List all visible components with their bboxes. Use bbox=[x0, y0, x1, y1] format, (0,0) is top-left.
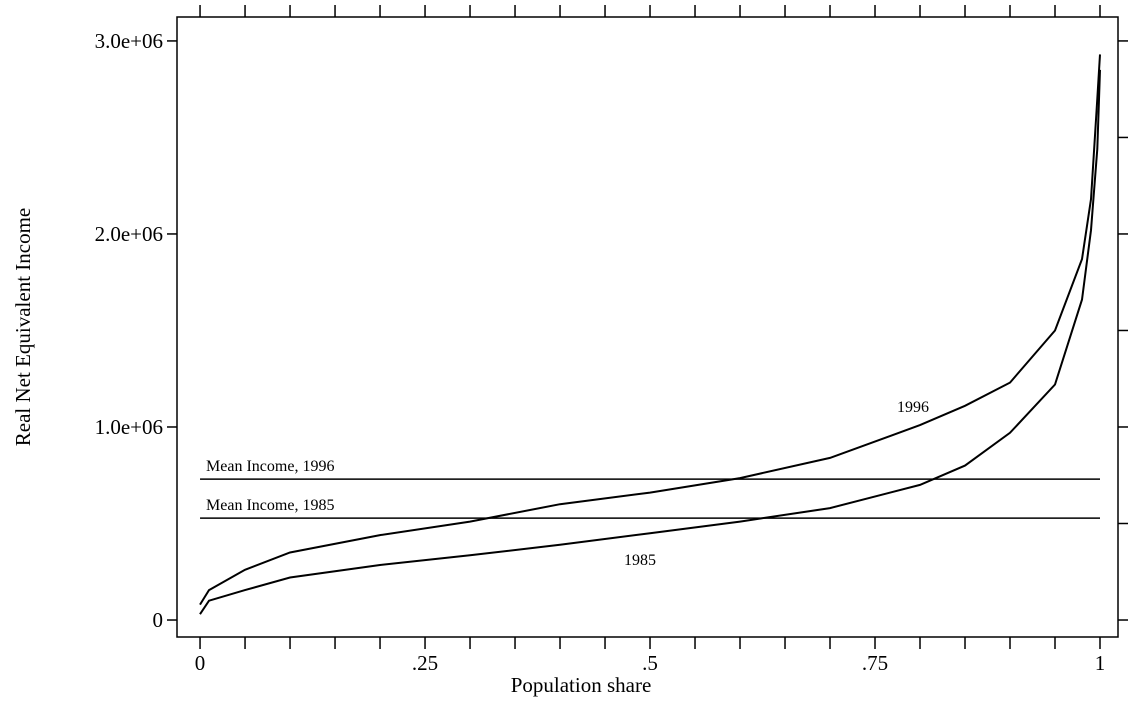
series-line bbox=[199, 54, 1101, 606]
series-line bbox=[199, 69, 1101, 615]
x-tick-label: .25 bbox=[412, 651, 438, 675]
series-label: 1985 bbox=[624, 552, 656, 569]
x-tick-label: .75 bbox=[862, 651, 888, 675]
mean-label: Mean Income, 1985 bbox=[206, 497, 334, 514]
y-axis-label: Real Net Equivalent Income bbox=[11, 208, 35, 447]
x-tick-label: 0 bbox=[195, 651, 206, 675]
x-tick-label: 1 bbox=[1095, 651, 1106, 675]
y-tick-label: 3.0e+06 bbox=[95, 29, 163, 53]
plot-frame bbox=[176, 16, 1119, 638]
mean-label: Mean Income, 1996 bbox=[206, 458, 334, 475]
y-tick-label: 2.0e+06 bbox=[95, 222, 163, 246]
y-tick-label: 0 bbox=[153, 608, 164, 632]
x-axis-label: Population share bbox=[511, 673, 652, 697]
y-tick-label: 1.0e+06 bbox=[95, 415, 163, 439]
x-tick-label: .5 bbox=[642, 651, 658, 675]
series-label: 1996 bbox=[897, 399, 929, 416]
